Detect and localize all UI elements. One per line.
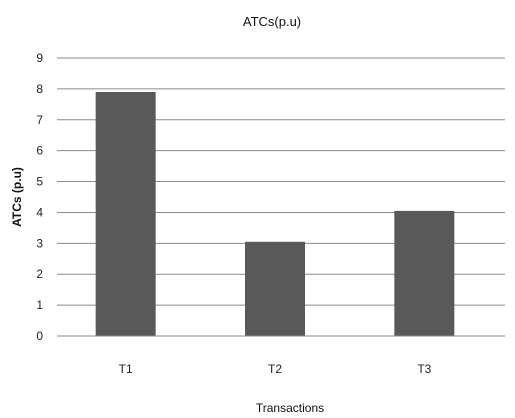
y-tick-label: 8 xyxy=(36,82,43,96)
bar-t2 xyxy=(245,241,305,336)
y-tick-label: 9 xyxy=(36,51,43,65)
x-axis-label: Transactions xyxy=(256,401,324,415)
y-tick-label: 6 xyxy=(36,144,43,158)
chart-title: ATCs(p.u) xyxy=(243,14,301,29)
bars xyxy=(95,91,455,336)
x-tick-label: T2 xyxy=(268,362,282,376)
y-tick-label: 4 xyxy=(36,205,43,219)
y-tick-label: 0 xyxy=(36,329,43,343)
bar-t3 xyxy=(394,210,455,336)
x-tick-label: T1 xyxy=(119,362,133,376)
bar-t1 xyxy=(95,91,156,336)
x-tick-label: T3 xyxy=(417,362,431,376)
y-tick-label: 3 xyxy=(36,236,43,250)
y-axis-ticks: 0 1 2 3 4 5 6 7 8 9 xyxy=(36,51,43,343)
y-axis-label: ATCs (p.u) xyxy=(10,167,24,227)
y-tick-label: 5 xyxy=(36,175,43,189)
y-tick-label: 1 xyxy=(36,298,43,312)
x-axis-ticks: T1 T2 T3 xyxy=(119,362,432,376)
y-tick-label: 7 xyxy=(36,113,43,127)
y-tick-label: 2 xyxy=(36,267,43,281)
